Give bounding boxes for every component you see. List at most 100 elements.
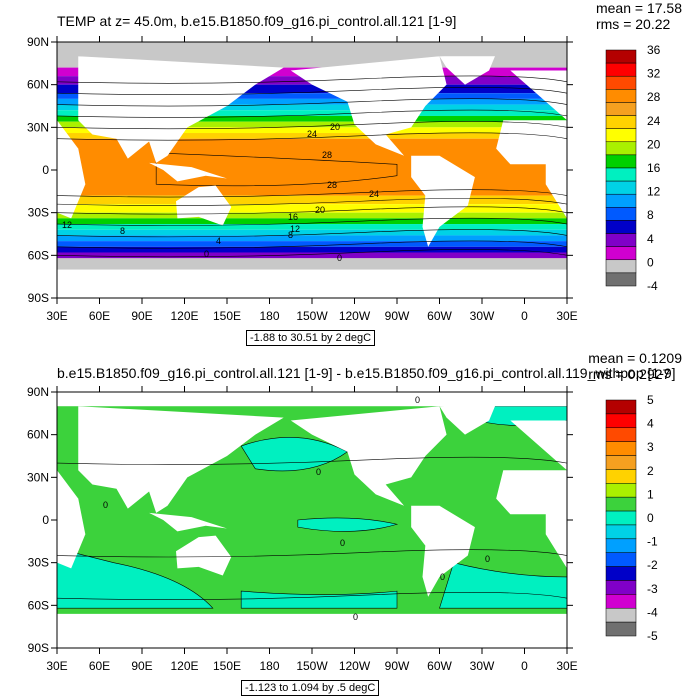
longitude-tick-label: 90W — [385, 309, 410, 323]
mean-label: mean = 0.1209 — [588, 350, 682, 366]
contour-label: 12 — [290, 224, 300, 234]
colorbar-segment — [605, 538, 637, 553]
latitude-tick-label: 30S — [28, 206, 49, 220]
stats-block: mean = 0.1209 rms = 0.2927 — [588, 350, 682, 382]
colorbar-label: 32 — [647, 67, 661, 81]
contour-label: 28 — [322, 150, 332, 160]
colorbar-segment — [605, 220, 637, 234]
longitude-tick-label: 30E — [46, 309, 67, 323]
longitude-tick-label: 120E — [170, 659, 198, 673]
colorbar-label: 5 — [647, 393, 654, 407]
longitude-tick-label: 0 — [521, 659, 528, 673]
colorbar-segment — [605, 259, 637, 274]
contour-label: 24 — [307, 129, 317, 139]
longitude-tick-label: 150W — [296, 309, 328, 323]
colorbar-segment — [605, 180, 637, 195]
longitude-tick-label: 150E — [213, 309, 241, 323]
contour-range-label: -1.123 to 1.094 by .5 degC — [241, 680, 380, 696]
contour-label: 0 — [440, 572, 445, 582]
colorbar-segment — [605, 246, 637, 261]
latitude-tick-label: 0 — [42, 163, 49, 177]
contour-label: 28 — [327, 180, 337, 190]
longitude-tick-label: 90E — [131, 659, 152, 673]
map-title: b.e15.B1850.f09_g16.pi_control.all.121 [… — [57, 365, 676, 381]
contour-label: 8 — [120, 226, 125, 236]
colorbar-segment — [605, 75, 637, 90]
colorbar-label: -5 — [647, 629, 658, 643]
longitude-tick-label: 150W — [296, 659, 328, 673]
longitude-tick-label: 60E — [89, 659, 110, 673]
contour-label: 0 — [353, 612, 358, 622]
longitude-tick-label: 120E — [170, 309, 198, 323]
contour-label: 0 — [337, 253, 342, 263]
longitude-tick-label: 30W — [470, 309, 495, 323]
colorbar-segment — [605, 141, 637, 156]
longitude-tick-label: 180 — [259, 659, 279, 673]
difference-map: 0 0 0 0 0 0 0 90N 60N 30N 0 30S 60S 90S 30E 60E 90E 120E 1… — [27, 385, 658, 673]
latitude-tick-label: 30N — [27, 470, 49, 484]
colorbar-segment — [605, 552, 637, 567]
colorbar: 36 32 28 24 20 16 12 8 4 0 -4 — [605, 43, 661, 293]
mean-label: mean = 17.58 — [595, 0, 682, 16]
contour-label: 4 — [216, 236, 221, 246]
colorbar-segment — [605, 510, 637, 526]
colorbar-label: 0 — [647, 255, 654, 269]
longitude-tick-label: 30E — [556, 659, 577, 673]
contour-label: 0 — [485, 554, 490, 564]
latitude-tick-label: 90N — [27, 385, 49, 399]
colorbar-label: 8 — [647, 208, 654, 222]
longitude-tick-label: 60W — [427, 309, 452, 323]
contour-label: 12 — [62, 220, 72, 230]
longitude-tick-label: 150E — [213, 659, 241, 673]
contour-label: 16 — [288, 212, 298, 222]
latitude-tick-label: 60S — [28, 248, 49, 262]
contour-label: 0 — [103, 500, 108, 510]
contour-label: 0 — [204, 249, 209, 259]
colorbar-segment — [605, 496, 637, 512]
stats-block: mean = 17.58 rms = 20.22 — [596, 0, 682, 32]
longitude-tick-label: 90W — [385, 659, 410, 673]
colorbar-label: 4 — [647, 417, 654, 431]
latitude-tick-label: 60S — [28, 598, 49, 612]
colorbar: 5 4 3 2 1 0 -1 -2 -3 -4 -5 — [605, 393, 658, 643]
colorbar-segment — [605, 580, 637, 595]
colorbar-label: 28 — [647, 90, 661, 104]
colorbar-segment — [605, 128, 637, 143]
colorbar-segment — [605, 455, 637, 470]
map-title: TEMP at z= 45.0m, b.e15.B1850.f09_g16.pi… — [57, 13, 457, 29]
colorbar-segment — [605, 233, 637, 247]
colorbar-label: 12 — [647, 185, 661, 199]
colorbar-segment — [605, 154, 637, 169]
contour-label: 20 — [330, 122, 340, 132]
colorbar-label: -3 — [647, 582, 658, 596]
colorbar-segment — [605, 441, 637, 456]
colorbar-label: 24 — [647, 114, 661, 128]
colorbar-segment — [605, 272, 637, 287]
longitude-tick-label: 180 — [259, 309, 279, 323]
colorbar-label: -4 — [647, 279, 658, 293]
colorbar-segment — [605, 399, 637, 415]
colorbar-segment — [605, 193, 637, 208]
latitude-tick-label: 30N — [27, 120, 49, 134]
rms-label: rms = 20.22 — [595, 16, 671, 32]
colorbar-label: 1 — [647, 487, 654, 501]
colorbar-label: -1 — [647, 535, 658, 549]
temperature-map-panel: TEMP at z= 45.0m, b.e15.B1850.f09_g16.pi… — [27, 0, 682, 346]
latitude-tick-label: 90S — [28, 291, 49, 305]
colorbar-segment — [605, 524, 637, 540]
contour-label: 8 — [288, 230, 293, 240]
colorbar-segment — [605, 413, 637, 429]
latitude-tick-label: 0 — [42, 513, 49, 527]
longitude-tick-label: 90E — [131, 309, 152, 323]
contour-label: 0 — [415, 395, 420, 405]
colorbar-label: 2 — [647, 464, 654, 478]
colorbar-segment — [605, 469, 637, 484]
colorbar-label: 16 — [647, 161, 661, 175]
colorbar-segment — [605, 102, 637, 116]
colorbar-segment — [605, 89, 637, 103]
latitude-tick-label: 90S — [28, 641, 49, 655]
colorbar-label: -2 — [647, 558, 658, 572]
colorbar-segment — [605, 207, 637, 221]
colorbar-label: 3 — [647, 440, 654, 454]
latitude-tick-label: 60N — [27, 78, 49, 92]
